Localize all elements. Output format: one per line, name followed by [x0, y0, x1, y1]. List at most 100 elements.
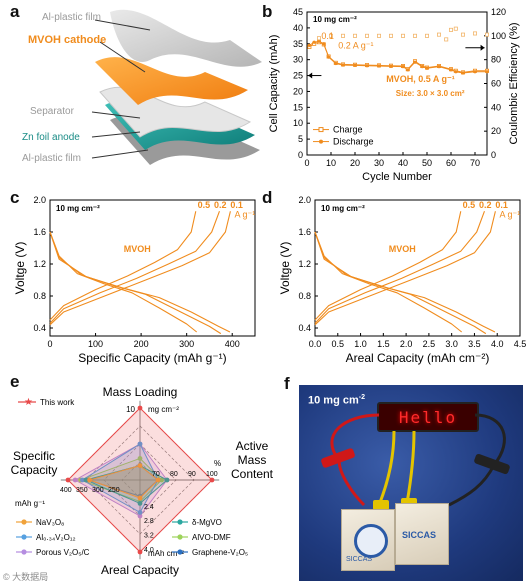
ce-point: [472, 31, 477, 36]
x-tick-label: 0.5: [332, 339, 345, 349]
ce-point: [377, 33, 382, 38]
axis-title-active-1: Active: [236, 439, 269, 453]
radar-point: [137, 501, 143, 506]
x-tick-label: 0: [47, 339, 52, 349]
rate-label-2: 0.2 A g⁻¹: [338, 41, 373, 51]
radar-point: [83, 477, 89, 483]
axis-unit-mass-loading: mg cm⁻²: [148, 405, 179, 414]
x-tick-label: 40: [398, 158, 408, 168]
axis-tick-active: 100: [206, 471, 218, 478]
axis-tick-areal: 2.4: [144, 504, 154, 511]
x-tick-label: 300: [179, 339, 194, 349]
curve-0.2-charge: [49, 211, 220, 324]
y-tick-label: 1.6: [33, 227, 46, 237]
x-axis-label: Areal Capacity (mAh cm⁻²): [346, 351, 490, 365]
axis-title-areal: Areal Capacity: [101, 563, 179, 577]
discharge-point: [353, 63, 357, 67]
rate-label: 0.2: [214, 200, 227, 210]
left-cell-seal-icon: [354, 524, 388, 558]
ce-point: [460, 32, 465, 37]
ce-point: [400, 33, 405, 38]
panel-label-c: c: [10, 188, 20, 207]
radar-point: [72, 477, 78, 483]
left-cell-logo: SICCAS: [346, 556, 373, 563]
legend-label: Porous V₂O₅/C: [36, 548, 90, 557]
legend-discharge-label: Discharge: [333, 137, 374, 147]
rate-label: 0.5: [463, 200, 476, 210]
y-tick-label: 10: [293, 118, 303, 128]
pouch-cell-right: SICCAS: [395, 503, 449, 565]
y-tick-label: 5: [298, 134, 303, 144]
x-tick-label: 10: [326, 158, 336, 168]
y2-tick-label: 100: [491, 31, 506, 41]
axis-tick-specific: 400: [60, 487, 72, 494]
legend-label: This work: [40, 398, 75, 407]
ce-point: [389, 33, 394, 38]
layer-label-separator: Separator: [30, 106, 74, 117]
curve-0.1-discharge: [314, 231, 496, 333]
legend-label: Graphene-V₂O₅: [192, 548, 248, 557]
radar-series-This work: [67, 407, 213, 553]
x-tick-label: 3.0: [445, 339, 458, 349]
discharge-point: [317, 39, 321, 43]
annotation: 10 mg cm⁻²: [313, 15, 357, 24]
rate-label: 0.2: [479, 200, 492, 210]
y-tick-label: 2.0: [33, 195, 46, 205]
discharge-point: [389, 64, 393, 68]
layer-label-zn: Zn foil anode: [22, 132, 80, 143]
axis-tick-specific: 300: [92, 487, 104, 494]
led-text: Hello: [398, 407, 458, 427]
curve-0.5-charge: [49, 211, 197, 321]
x-tick-label: 2.5: [423, 339, 436, 349]
x-tick-label: 1.5: [377, 339, 390, 349]
x-axis-label: Cycle Number: [362, 171, 432, 183]
y-tick-label: 40: [293, 23, 303, 33]
ce-point: [436, 32, 441, 37]
x-tick-label: 4.5: [514, 339, 527, 349]
discharge-point: [454, 70, 458, 74]
axis-unit-areal: mAh cm⁻²: [148, 549, 185, 558]
x-tick-label: 70: [470, 158, 480, 168]
discharge-point: [341, 63, 345, 67]
x-tick-label: 400: [225, 339, 240, 349]
discharge-point: [327, 55, 331, 59]
series-discharge-line: [309, 40, 487, 74]
discharge-point: [413, 60, 417, 64]
radar-point: [155, 477, 161, 483]
axis-tick-active: 70: [152, 471, 160, 478]
y2-axis-label: Coulombic Efficiency (%): [508, 22, 520, 144]
discharge-point: [406, 68, 410, 72]
axis-tick-areal: 3.2: [144, 533, 154, 540]
x-tick-label: 100: [88, 339, 103, 349]
y-tick-label: 15: [293, 102, 303, 112]
rate-label: 0.1: [230, 200, 243, 210]
panel-label-b: b: [262, 2, 273, 21]
led-display: Hello: [377, 402, 479, 432]
x-tick-label: 4.0: [491, 339, 504, 349]
discharge-point: [425, 66, 429, 70]
legend-marker: [177, 549, 183, 555]
plot-frame: [314, 199, 521, 337]
y-tick-label: 1.2: [298, 259, 311, 269]
radar-point: [80, 477, 85, 483]
ce-point: [424, 33, 429, 38]
rate-label-3: MVOH, 0.5 A g⁻¹: [386, 74, 455, 84]
discharge-point: [437, 65, 441, 69]
axis-title-specific-2: Capacity: [11, 463, 58, 477]
ce-point: [412, 33, 417, 38]
y-axis-label: Voltge (V): [278, 242, 292, 295]
discharge-point: [312, 40, 316, 44]
radar-point: [159, 477, 165, 483]
y2-tick-label: 80: [491, 55, 501, 65]
annotation: 10 mg cm⁻²: [321, 204, 365, 213]
y-axis-label: Voltge (V): [13, 242, 27, 295]
y-tick-label: 1.2: [33, 259, 46, 269]
photo-loading-value: 10 mg cm: [308, 394, 359, 407]
chart-b: 0 10 20 30 40 50 60 70 0 5 10 15 20 25 30 35 40 45 0 20 40 60…: [268, 7, 520, 183]
curve-0.1-discharge: [49, 231, 231, 333]
legend-marker: [21, 549, 27, 555]
ce-point: [341, 33, 346, 38]
radar-point: [137, 495, 143, 501]
panel-label-d: d: [262, 188, 273, 207]
axis-tick-active: 80: [170, 471, 178, 478]
